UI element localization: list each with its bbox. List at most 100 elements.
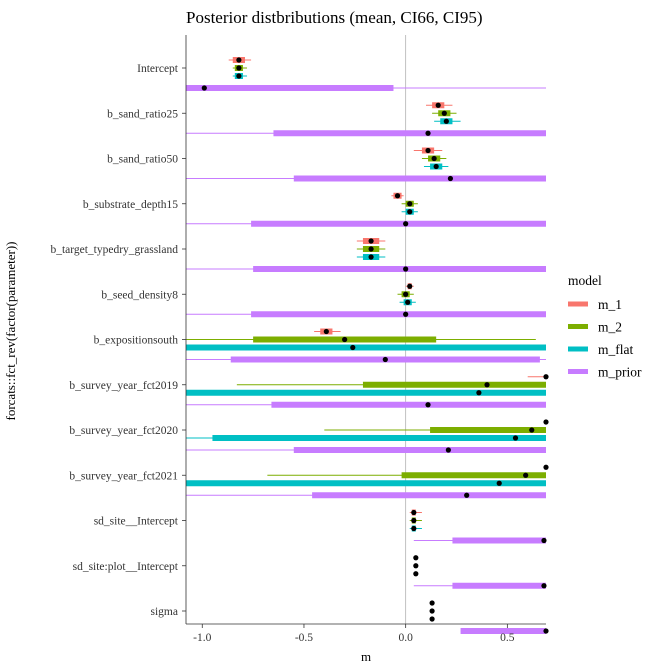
ci66-bar-m_prior (312, 492, 546, 499)
mean-point-m_flat (350, 344, 356, 351)
mean-point-m_prior (201, 85, 207, 91)
parameter-group-b_survey_year_fct2020 (186, 419, 549, 453)
mean-point-m_flat (368, 254, 374, 260)
y-tick-label: b_sand_ratio50 (107, 154, 178, 166)
ci66-bar-m_prior (271, 401, 546, 408)
y-tick-label: b_target_typedry_grassland (50, 244, 178, 256)
x-tick-label: -0.5 (295, 632, 313, 644)
mean-point-m_1 (543, 374, 549, 380)
ci66-bar-m_prior (251, 311, 546, 318)
mean-point-m_prior (541, 583, 547, 589)
mean-point-m_prior (403, 221, 409, 227)
mean-point-m_1 (425, 147, 431, 154)
ci66-bar-m_prior (460, 628, 546, 634)
mean-point-m_1 (368, 238, 374, 244)
parameter-group-b_target_typedry_grassland (186, 238, 546, 272)
ci66-bar-m_flat (186, 389, 546, 396)
legend-label-m_1: m_1 (598, 297, 622, 312)
y-axis-label: forcats::fct_rev(factor(parameter)) (3, 242, 18, 421)
chart-title: Posterior distbributions (mean, CI66, CI… (186, 8, 483, 27)
mean-point-m_prior (403, 266, 409, 272)
mean-point-m_flat (429, 616, 435, 622)
mean-point-m_prior (464, 492, 470, 498)
mean-point-m_flat (236, 73, 242, 79)
ci66-bar-m_2 (401, 472, 546, 479)
mean-point-m_flat (496, 480, 502, 486)
parameter-group-b_seed_density8 (186, 283, 546, 318)
parameter-group-b_sand_ratio25 (186, 102, 546, 137)
x-tick-label: 0.0 (398, 632, 413, 644)
parameter-group-b_substrate_depth15 (186, 192, 546, 227)
x-tick-label: -1.0 (193, 632, 211, 644)
x-tick-label: 0.5 (500, 632, 515, 644)
parameter-group-b_expositionsouth (186, 328, 546, 363)
mean-point-m_2 (411, 517, 417, 524)
mean-point-m_prior (425, 402, 431, 408)
plot-background (186, 35, 546, 624)
x-axis-label: m (361, 649, 371, 664)
ci66-bar-m_prior (273, 130, 546, 137)
ci66-bar-m_prior (293, 447, 546, 453)
parameter-group-sigma (429, 600, 549, 634)
mean-point-m_prior (382, 356, 388, 363)
ci66-bar-m_2 (430, 427, 546, 433)
mean-point-m_flat (413, 571, 419, 577)
mean-point-m_1 (411, 509, 417, 516)
parameter-group-Intercept (186, 57, 546, 91)
mean-point-m_flat (411, 525, 417, 532)
mean-point-m_1 (236, 57, 242, 63)
mean-point-m_flat (443, 118, 449, 124)
legend: model m_1 m_2 m_flat m_prior (568, 273, 642, 380)
y-tick-label: b_survey_year_fct2020 (69, 425, 178, 437)
mean-point-m_2 (368, 246, 374, 252)
y-tick-label: Intercept (137, 63, 179, 75)
mean-point-m_2 (484, 382, 490, 388)
mean-point-m_2 (413, 563, 419, 569)
mean-point-m_1 (413, 555, 419, 561)
parameter-group-sd_site__Intercept (409, 509, 547, 544)
ci66-bar-m_prior (253, 266, 546, 272)
axes: Intercept b_sand_ratio25 b_sand_ratio50 b_s… (50, 35, 546, 644)
y-tick-label: sd_site__Intercept (94, 516, 179, 528)
ci66-bar-m_prior (186, 85, 394, 91)
y-tick-label: sd_site:plot__Intercept (73, 561, 179, 573)
mean-point-m_prior (543, 628, 549, 634)
ci66-bar-m_flat (186, 480, 546, 487)
mean-point-m_1 (543, 464, 549, 470)
mean-point-m_2 (523, 472, 529, 478)
mean-point-m_flat (405, 299, 411, 305)
y-tick-label: b_substrate_depth15 (83, 199, 178, 211)
mean-point-m_prior (445, 447, 451, 453)
mean-point-m_2 (342, 336, 348, 343)
mean-point-m_flat (407, 209, 413, 215)
ci66-bar-m_prior (452, 537, 546, 544)
mean-point-m_flat (512, 435, 519, 441)
y-tick-label: b_expositionsouth (94, 335, 179, 347)
mean-point-m_prior (541, 537, 547, 544)
mean-point-m_1 (407, 283, 413, 289)
y-tick-label: b_survey_year_fct2021 (69, 470, 178, 482)
ci66-bar-m_flat (186, 344, 546, 351)
mean-point-m_1 (429, 600, 435, 606)
ci66-bar-m_prior (293, 175, 546, 182)
mean-point-m_1 (394, 193, 401, 199)
ci66-bar-m_prior (251, 220, 546, 227)
mean-point-m_2 (529, 427, 535, 433)
mean-point-m_2 (431, 155, 437, 162)
mean-point-m_2 (429, 608, 435, 614)
mean-point-m_2 (403, 291, 409, 297)
mean-point-m_flat (476, 390, 482, 396)
mean-point-m_prior (447, 175, 454, 182)
plot-area (186, 35, 549, 634)
legend-label-m_flat: m_flat (598, 342, 633, 357)
mean-point-m_2 (236, 65, 242, 71)
ci66-bar-m_prior (452, 582, 546, 589)
parameter-group-b_sand_ratio50 (186, 147, 546, 182)
mean-point-m_prior (403, 311, 409, 317)
mean-point-m_flat (433, 163, 439, 170)
y-tick-label: b_survey_year_fct2019 (69, 380, 178, 392)
mean-point-m_2 (441, 110, 447, 116)
mean-point-m_1 (323, 328, 329, 335)
mean-point-m_prior (425, 130, 431, 136)
